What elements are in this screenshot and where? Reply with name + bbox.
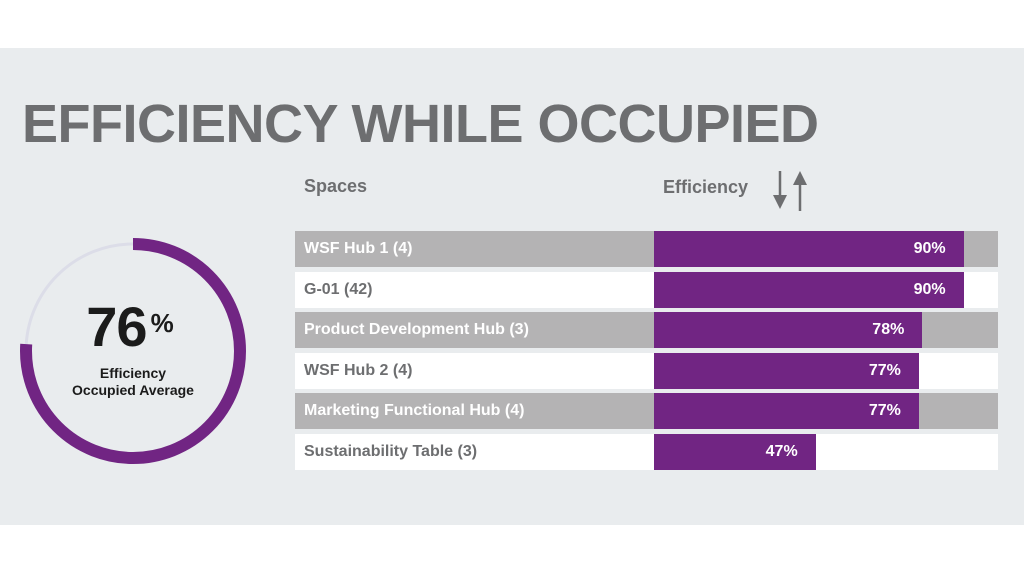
efficiency-donut <box>16 234 250 468</box>
space-name-label: WSF Hub 2 (4) <box>304 361 413 379</box>
row-background <box>295 433 998 470</box>
table-row[interactable]: Product Development Hub (3) 78% <box>295 312 998 348</box>
table-row[interactable]: Marketing Functional Hub (4) 77% <box>295 393 998 429</box>
table-row[interactable]: WSF Hub 2 (4) 77% <box>295 352 998 389</box>
efficiency-value-label: 77% <box>868 361 901 379</box>
efficiency-value-label: 47% <box>765 442 798 460</box>
kpi-unit: % <box>150 308 174 338</box>
efficiency-value-label: 78% <box>872 321 905 338</box>
efficiency-table: WSF Hub 1 (4) 90% G-01 (42) 90% Product Deve… <box>295 231 998 474</box>
table-row[interactable]: G-01 (42) 90% <box>295 271 998 308</box>
efficiency-bar <box>654 433 816 470</box>
page-title: EFFICIENCY WHILE OCCUPIED <box>22 94 819 154</box>
efficiency-bar <box>654 352 919 389</box>
efficiency-bar <box>654 393 919 429</box>
efficiency-value-label: 90% <box>913 280 946 298</box>
donut-svg <box>20 238 246 464</box>
sort-arrows-icon[interactable] <box>770 167 810 218</box>
space-name-label: G-01 (42) <box>304 280 373 298</box>
space-name-label: Sustainability Table (3) <box>304 442 478 460</box>
efficiency-value-label: 77% <box>868 402 901 419</box>
efficiency-value-label: 90% <box>913 240 946 257</box>
table-row[interactable]: Sustainability Table (3) 47% <box>295 433 998 470</box>
kpi-label-line1: Efficiency <box>99 365 167 381</box>
column-header-spaces: Spaces <box>304 176 368 196</box>
kpi-value: 76% <box>70 294 190 359</box>
efficiency-bar <box>654 231 964 267</box>
donut-progress-arc <box>20 238 246 464</box>
space-name-label: Product Development Hub (3) <box>304 321 529 338</box>
efficiency-bar <box>654 271 964 308</box>
table-row[interactable]: WSF Hub 1 (4) 90% <box>295 231 998 267</box>
kpi-number: 76 <box>86 295 147 358</box>
kpi-label-line2: Occupied Average <box>72 382 194 398</box>
space-name-label: Marketing Functional Hub (4) <box>304 402 525 419</box>
space-name-label: WSF Hub 1 (4) <box>304 240 413 257</box>
kpi-label: Efficiency Occupied Average <box>48 365 218 399</box>
efficiency-bar <box>654 312 923 348</box>
column-header-efficiency[interactable]: Efficiency <box>663 177 749 197</box>
